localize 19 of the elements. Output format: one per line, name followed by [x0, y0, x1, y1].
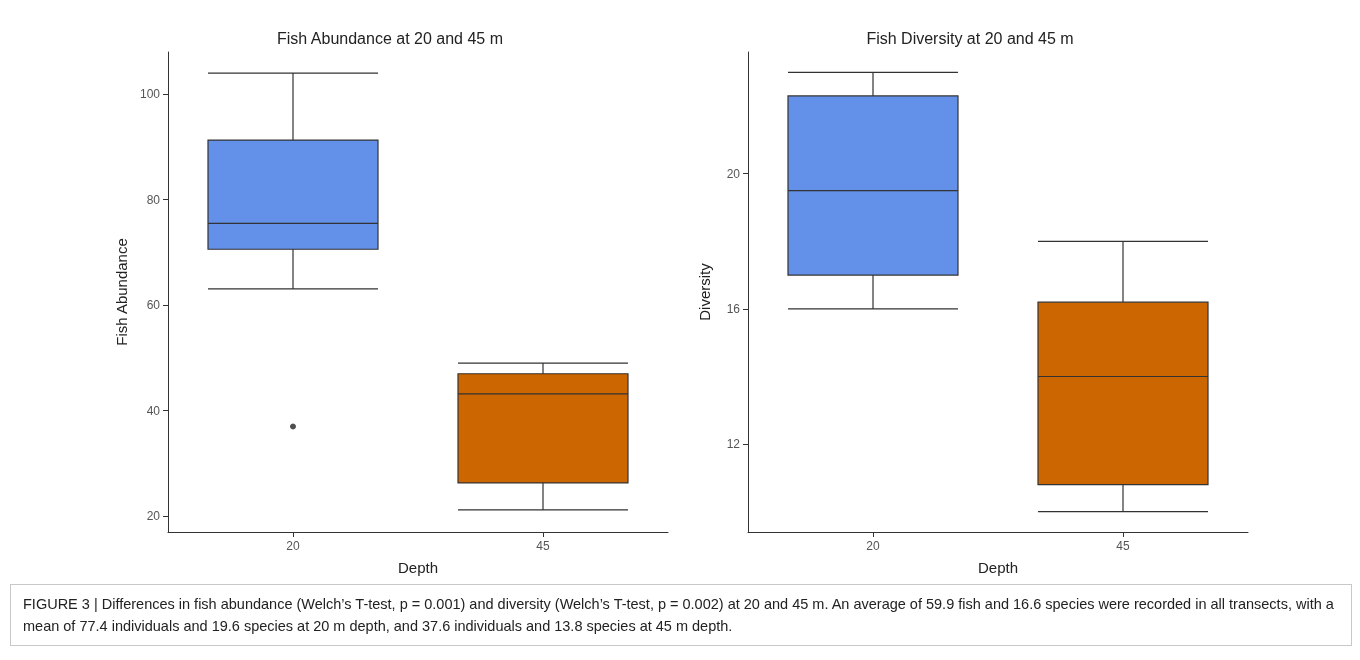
x-axis-title: Depth: [397, 559, 439, 576]
x-tick-label: 45: [1116, 539, 1130, 553]
y-axis-title: Fish Abundance: [113, 238, 131, 346]
y-tick-label: 20: [146, 509, 161, 524]
caption: FIGURE 3 | Differences in fish abundance (Welch’s T-test, p = 0.001) and diversity (Welch’s T-test, p = 0.002) at 20 and 45 m. An average of 59.9 fish and 16.6 species were recorded in all transects, with a mean of 77.4 individuals and 19.6 species at 20 m depth, and 37.6 individuals and 13.8 species at 45 m depth.: [10, 584, 1352, 646]
chart-title: Fish Abundance at 20 and 45 m: [277, 29, 503, 47]
y-tick-label: 12: [726, 437, 741, 452]
y-tick-label: 40: [146, 403, 161, 418]
x-tick-label: 45: [536, 539, 550, 553]
y-tick-label: 60: [146, 298, 161, 313]
x-axis-title: Depth: [977, 559, 1019, 576]
x-tick-label: 20: [866, 539, 880, 553]
y-tick-label: 100: [139, 87, 161, 102]
y-tick-label: 80: [146, 192, 161, 207]
chart-title: Fish Diversity at 20 and 45 m: [866, 29, 1074, 47]
y-tick-label: 16: [726, 301, 741, 316]
y-axis-title: Diversity: [696, 262, 713, 321]
x-tick-label: 20: [286, 539, 300, 553]
y-tick-label: 20: [726, 166, 741, 181]
